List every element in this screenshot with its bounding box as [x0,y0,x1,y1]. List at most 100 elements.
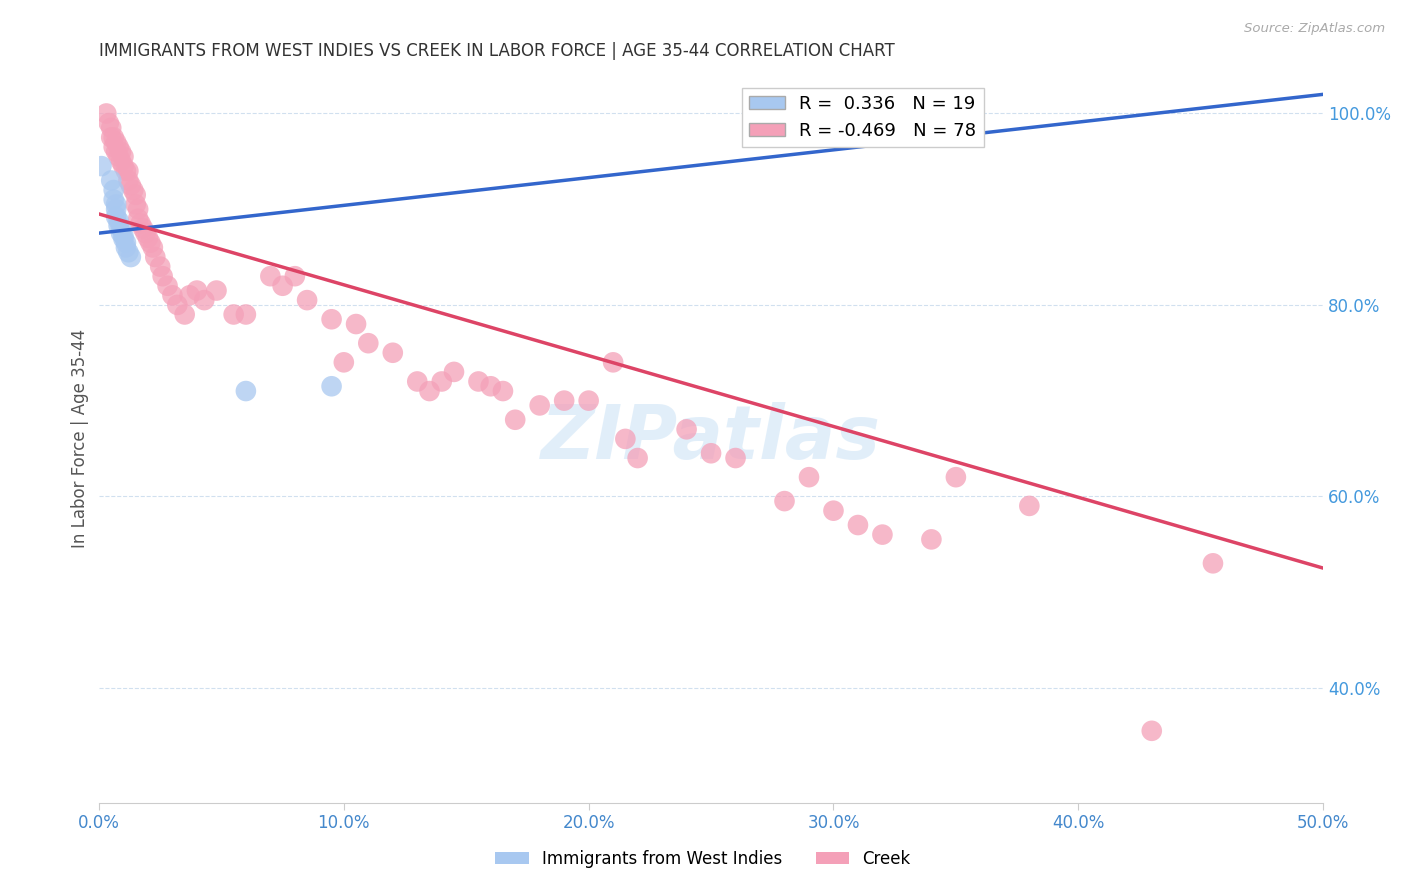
Point [96,106,118,120]
Point [103,183,125,197]
Point [107,150,129,164]
Point [872,527,894,541]
Point [107,213,129,227]
Point [700,446,723,460]
Point [115,235,138,250]
Point [846,518,869,533]
Point [125,187,148,202]
Point [149,260,172,274]
Point [271,278,294,293]
Point [529,398,551,412]
Point [553,393,575,408]
Point [110,221,132,235]
Point [503,413,526,427]
Point [173,308,195,322]
Point [103,140,125,154]
Point [724,450,747,465]
Point [105,197,128,211]
Point [578,393,600,408]
Point [103,130,125,145]
Point [418,384,440,398]
Point [295,293,318,307]
Point [179,288,201,302]
Point [115,240,138,254]
Point [110,145,132,159]
Point [105,202,128,217]
Point [492,384,515,398]
Point [945,470,967,484]
Point [222,308,245,322]
Point [259,269,281,284]
Point [105,210,128,224]
Point [120,178,142,193]
Point [357,336,380,351]
Point [117,173,139,187]
Point [614,432,637,446]
Point [103,193,125,207]
Point [205,284,228,298]
Point [152,269,174,284]
Point [467,375,489,389]
Point [127,211,149,226]
Point [920,533,942,547]
Point [136,231,159,245]
Point [406,375,429,389]
Text: Source: ZipAtlas.com: Source: ZipAtlas.com [1244,22,1385,36]
Point [105,145,128,159]
Point [156,278,179,293]
Point [430,375,453,389]
Point [235,308,257,322]
Point [110,226,132,240]
Point [100,120,122,135]
Point [797,470,820,484]
Point [112,150,135,164]
Point [134,226,156,240]
Point [143,250,166,264]
Point [773,494,796,508]
Point [823,504,845,518]
Point [443,365,465,379]
Point [117,164,139,178]
Point [344,317,367,331]
Point [235,384,257,398]
Legend: R =  0.336   N = 19, R = -0.469   N = 78: R = 0.336 N = 19, R = -0.469 N = 78 [741,88,984,147]
Point [115,164,138,178]
Point [142,240,165,254]
Point [110,154,132,169]
Point [1018,499,1040,513]
Point [125,197,148,211]
Point [100,130,122,145]
Text: ZIPatlas: ZIPatlas [541,402,882,475]
Point [166,298,188,312]
Point [90,159,112,173]
Point [107,140,129,154]
Point [112,232,135,246]
Point [626,450,648,465]
Point [333,355,356,369]
Point [1202,557,1225,571]
Point [129,217,152,231]
Point [112,229,135,244]
Point [117,245,139,260]
Point [321,379,343,393]
Point [112,159,135,173]
Point [162,288,184,302]
Point [107,219,129,233]
Point [321,312,343,326]
Point [139,235,162,250]
Point [105,135,128,149]
Y-axis label: In Labor Force | Age 35-44: In Labor Force | Age 35-44 [72,329,89,549]
Text: IMMIGRANTS FROM WEST INDIES VS CREEK IN LABOR FORCE | AGE 35-44 CORRELATION CHAR: IMMIGRANTS FROM WEST INDIES VS CREEK IN … [98,42,894,60]
Point [284,269,307,284]
Point [100,173,122,187]
Point [132,221,155,235]
Point [120,250,142,264]
Point [97,116,120,130]
Point [1140,723,1163,738]
Point [122,183,145,197]
Point [193,293,215,307]
Point [675,422,697,436]
Point [479,379,502,393]
Legend: Immigrants from West Indies, Creek: Immigrants from West Indies, Creek [489,844,917,875]
Point [602,355,624,369]
